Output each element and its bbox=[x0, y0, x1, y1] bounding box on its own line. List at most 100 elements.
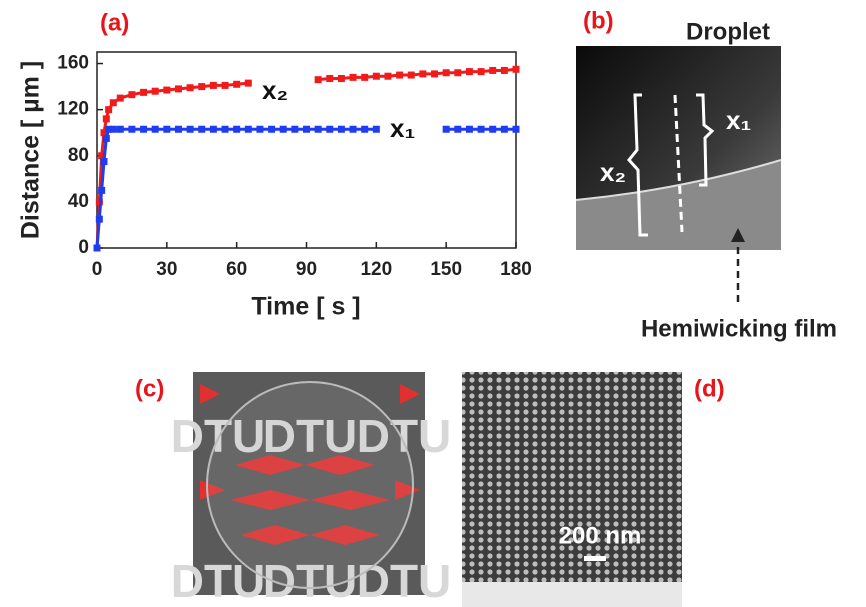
marker bbox=[187, 126, 194, 133]
marker bbox=[326, 126, 333, 133]
x-tick-label: 150 bbox=[430, 259, 462, 280]
x-tick-label: 90 bbox=[296, 259, 317, 280]
marker bbox=[98, 187, 105, 194]
marker bbox=[233, 81, 240, 88]
marker bbox=[175, 85, 182, 92]
droplet-label: Droplet bbox=[686, 18, 770, 45]
marker bbox=[110, 126, 117, 133]
marker bbox=[478, 68, 485, 75]
marker bbox=[466, 126, 473, 133]
x-tick-label: 0 bbox=[92, 259, 103, 280]
marker bbox=[338, 126, 345, 133]
marker bbox=[361, 126, 368, 133]
marker bbox=[110, 99, 117, 106]
marker bbox=[361, 74, 368, 81]
marker bbox=[454, 69, 461, 76]
panel-label: (d) bbox=[694, 375, 725, 402]
marker bbox=[513, 66, 520, 73]
panel-label: (c) bbox=[135, 375, 164, 402]
marker bbox=[373, 126, 380, 133]
marker bbox=[222, 126, 229, 133]
marker bbox=[233, 126, 240, 133]
marker bbox=[431, 70, 438, 77]
marker bbox=[140, 89, 147, 96]
x1-label: x₁ bbox=[726, 105, 751, 135]
x-tick-label: 120 bbox=[360, 259, 392, 280]
sem-footer bbox=[462, 582, 682, 607]
marker bbox=[478, 126, 485, 133]
marker bbox=[280, 126, 287, 133]
marker bbox=[210, 82, 217, 89]
panel-label: (b) bbox=[583, 7, 614, 34]
y-tick-label: 80 bbox=[68, 145, 89, 166]
marker bbox=[443, 126, 450, 133]
marker bbox=[140, 126, 147, 133]
marker bbox=[256, 126, 263, 133]
scale-bar bbox=[584, 556, 606, 561]
y-tick-label: 40 bbox=[68, 191, 89, 212]
marker bbox=[384, 73, 391, 80]
marker bbox=[408, 72, 415, 79]
marker bbox=[245, 80, 252, 87]
droplet bbox=[207, 382, 413, 588]
series-line bbox=[97, 69, 516, 248]
marker bbox=[103, 115, 110, 122]
marker bbox=[291, 126, 298, 133]
marker bbox=[96, 216, 103, 223]
y-tick-label: 0 bbox=[78, 237, 89, 258]
series-label: x₂ bbox=[262, 75, 288, 105]
y-tick-label: 160 bbox=[57, 53, 89, 74]
marker bbox=[489, 67, 496, 74]
figure: (a) Distance [ µm ] Time [ s ] 0 40 80 120 1… bbox=[0, 0, 866, 607]
sem-image bbox=[462, 372, 682, 582]
marker bbox=[222, 82, 229, 89]
x2-label: x₂ bbox=[600, 157, 626, 187]
marker bbox=[152, 126, 159, 133]
marker bbox=[315, 76, 322, 83]
marker bbox=[315, 126, 322, 133]
marker bbox=[268, 126, 275, 133]
marker bbox=[501, 126, 508, 133]
marker bbox=[303, 126, 310, 133]
y-tick-label: 120 bbox=[57, 99, 89, 120]
marker bbox=[443, 69, 450, 76]
marker bbox=[198, 126, 205, 133]
x-tick-label: 180 bbox=[500, 259, 532, 280]
marker bbox=[163, 126, 170, 133]
marker bbox=[103, 135, 110, 142]
marker bbox=[373, 73, 380, 80]
marker bbox=[326, 75, 333, 82]
film-label: Hemiwicking film bbox=[641, 315, 837, 342]
chart-title: (a) bbox=[100, 9, 129, 36]
marker bbox=[94, 245, 101, 252]
marker bbox=[350, 74, 357, 81]
marker bbox=[117, 95, 124, 102]
marker bbox=[128, 126, 135, 133]
marker bbox=[513, 126, 520, 133]
marker bbox=[117, 126, 124, 133]
plot-frame bbox=[97, 52, 516, 248]
x-tick-label: 60 bbox=[226, 259, 247, 280]
marker bbox=[128, 91, 135, 98]
x-tick-label: 30 bbox=[156, 259, 177, 280]
series-label: x₁ bbox=[390, 113, 415, 143]
marker bbox=[105, 106, 112, 113]
marker bbox=[163, 87, 170, 94]
marker bbox=[419, 70, 426, 77]
marker bbox=[338, 75, 345, 82]
marker bbox=[501, 67, 508, 74]
marker bbox=[489, 126, 496, 133]
marker bbox=[198, 83, 205, 90]
marker bbox=[175, 126, 182, 133]
marker bbox=[454, 126, 461, 133]
marker bbox=[152, 88, 159, 95]
marker bbox=[210, 126, 217, 133]
marker bbox=[245, 126, 252, 133]
marker bbox=[187, 84, 194, 91]
series-line bbox=[97, 129, 516, 248]
marker bbox=[466, 68, 473, 75]
marker bbox=[350, 126, 357, 133]
x-axis-label: Time [ s ] bbox=[251, 293, 360, 321]
y-axis-label: Distance [ µm ] bbox=[17, 61, 45, 239]
marker bbox=[100, 158, 107, 165]
